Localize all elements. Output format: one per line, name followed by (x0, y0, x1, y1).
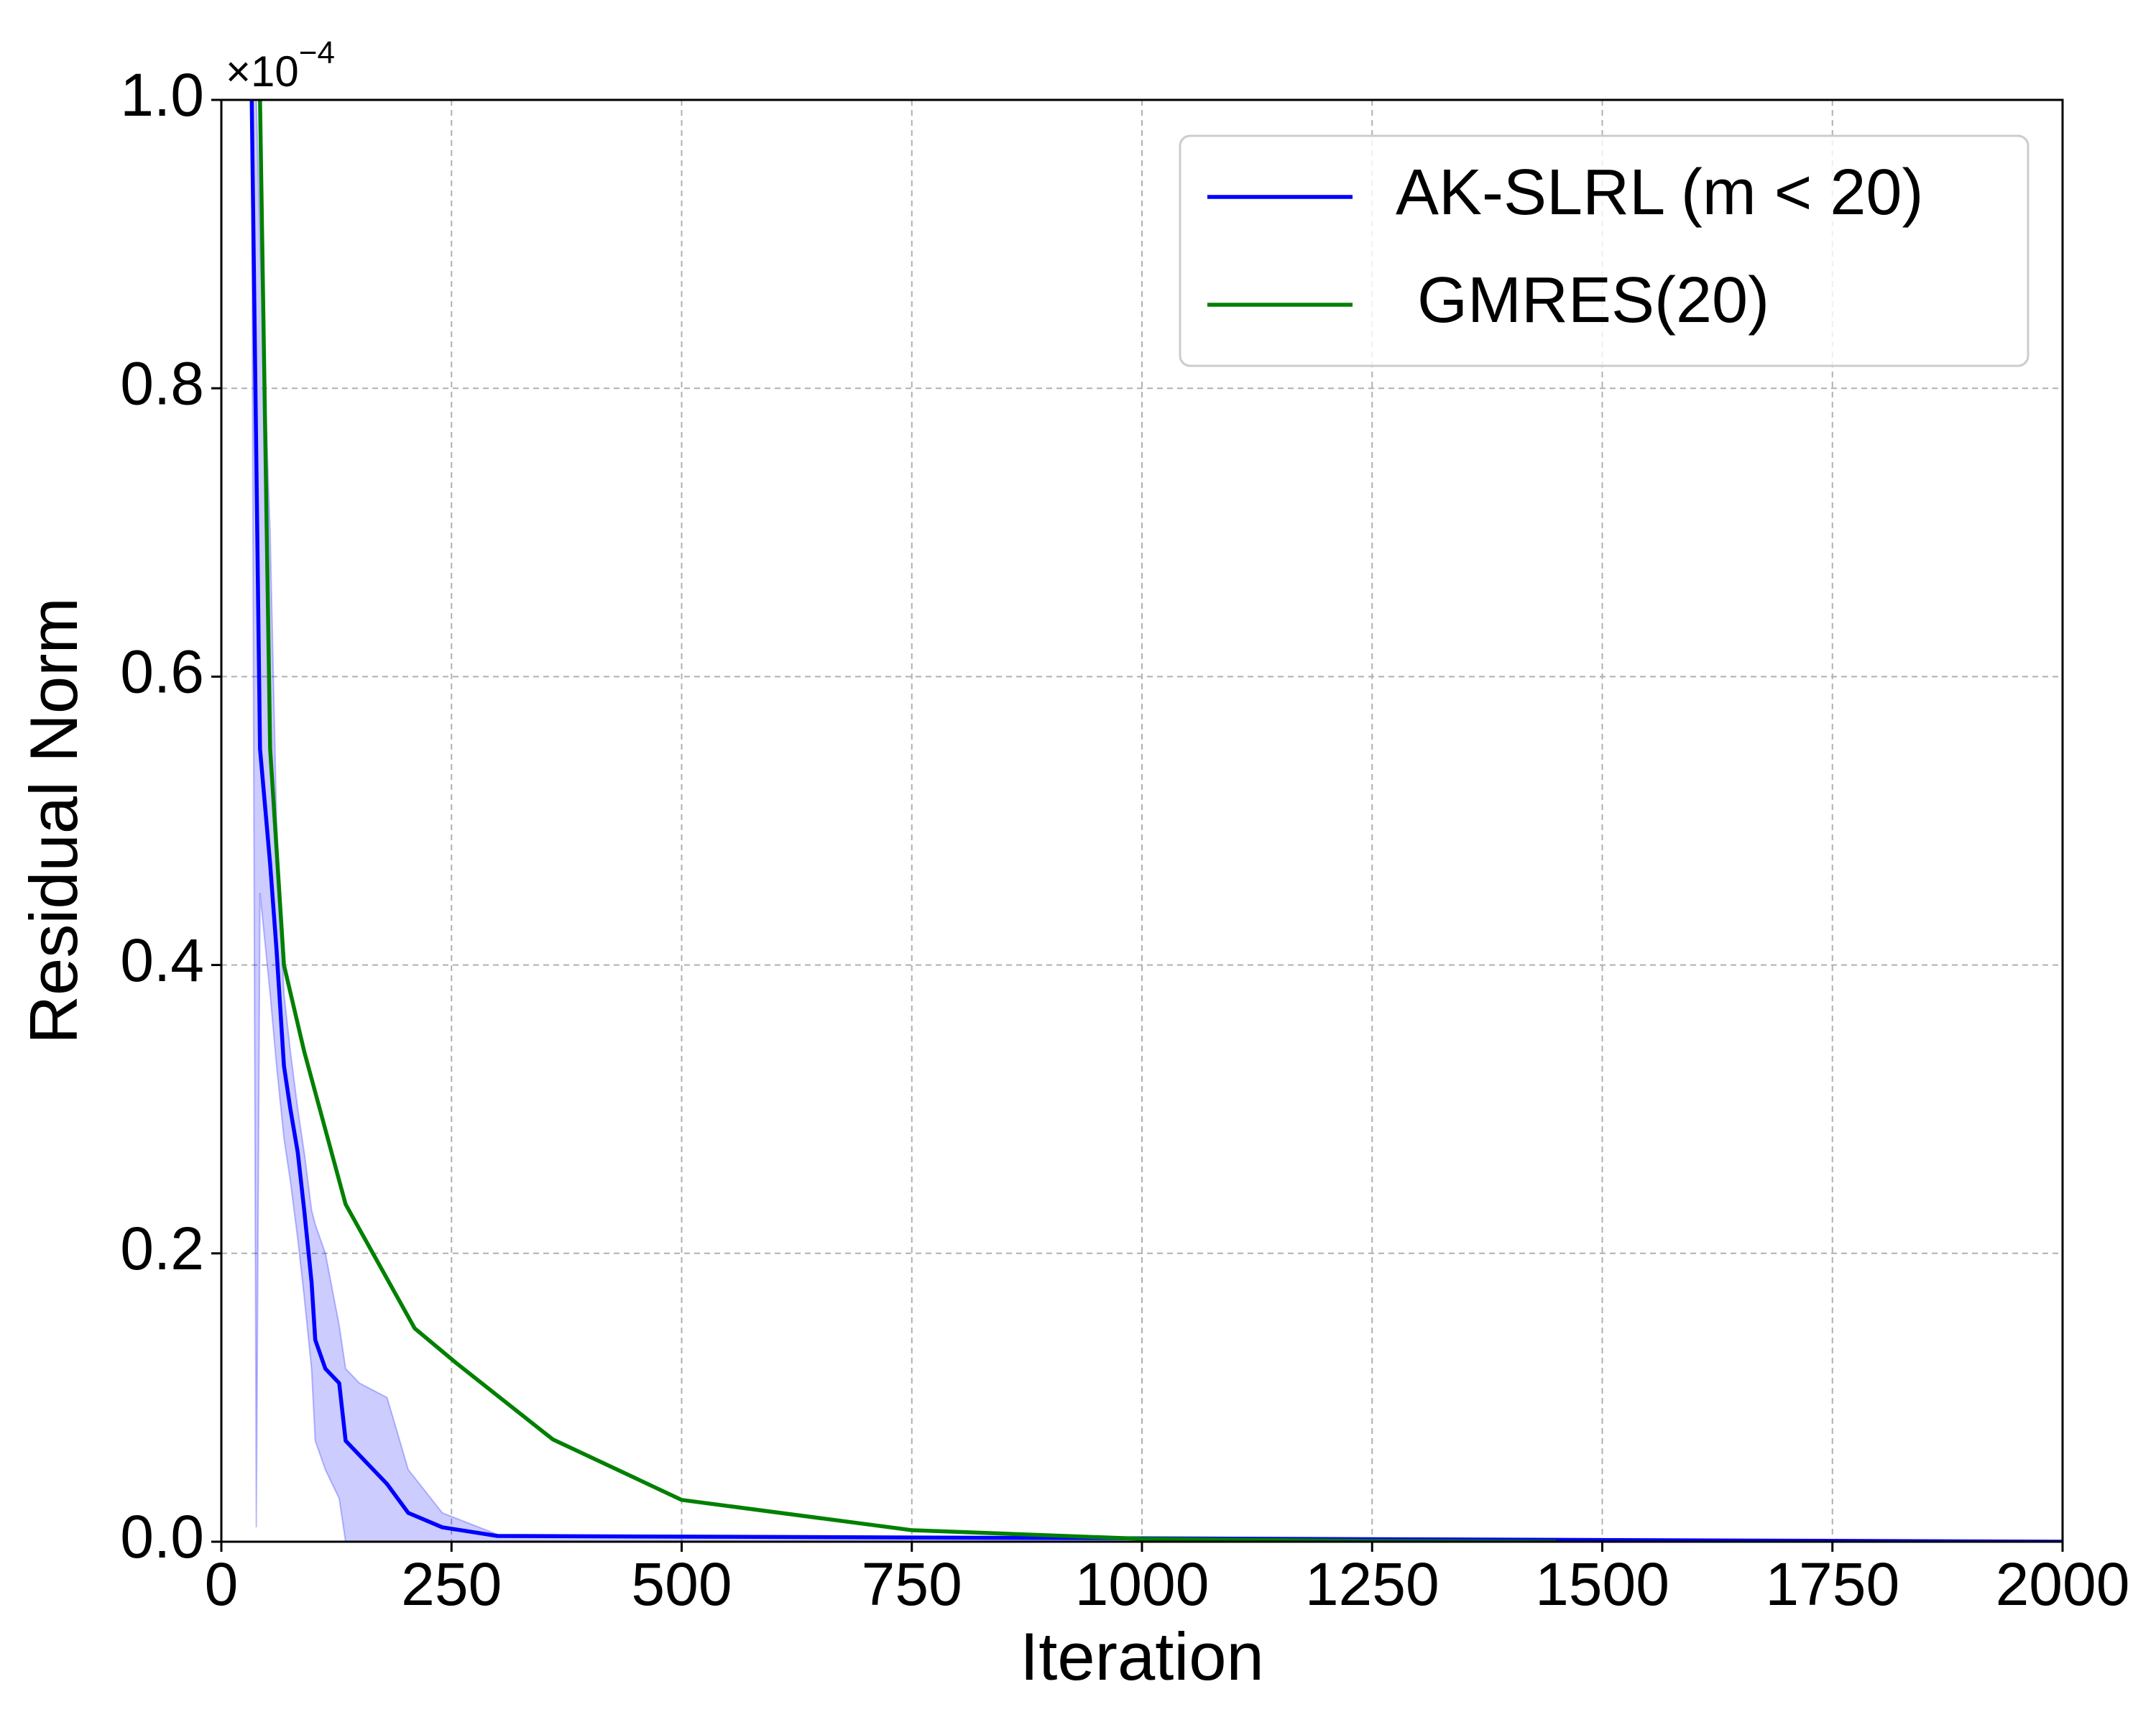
y-tick-label: 0.0 (120, 1503, 204, 1570)
y-tick-label: 0.6 (120, 638, 204, 706)
legend-label: GMRES(20) (1417, 264, 1769, 336)
x-tick-label: 500 (631, 1550, 732, 1618)
x-tick-label: 250 (401, 1550, 502, 1618)
x-tick-label: 2000 (1996, 1550, 2130, 1618)
x-axis-label: Iteration (1020, 1619, 1264, 1694)
legend: AK-SLRL (m < 20) GMRES(20) (1179, 134, 2030, 367)
ticks: 0 250 500 750 1000 1250 1500 1750 2000 0.0 0.2 0.4 0… (120, 61, 2129, 1618)
x-tick-label: 1000 (1075, 1550, 1210, 1618)
x-tick-label: 0 (205, 1550, 239, 1618)
y-tick-label: 0.4 (120, 926, 204, 994)
plot-area (249, 100, 2063, 1542)
legend-label: AK-SLRL (m < 20) (1396, 157, 1923, 229)
x-tick-label: 1500 (1535, 1550, 1669, 1618)
offset-exponent: −4 (299, 35, 335, 70)
offset-base: ×10 (226, 47, 299, 96)
y-tick-label: 0.2 (120, 1215, 204, 1282)
y-tick-label: 0.8 (120, 349, 204, 417)
x-tick-label: 1750 (1765, 1550, 1899, 1618)
y-axis-label: Residual Norm (16, 597, 91, 1044)
y-tick-label: 1.0 (120, 61, 204, 129)
x-tick-label: 750 (862, 1550, 962, 1618)
x-tick-label: 1250 (1305, 1550, 1439, 1618)
legend-box (1179, 134, 2030, 367)
y-offset-text: ×10−4 (226, 35, 335, 96)
series-line (249, 100, 2063, 1542)
series-line (258, 100, 1557, 1542)
confidence-band (251, 100, 2063, 1542)
